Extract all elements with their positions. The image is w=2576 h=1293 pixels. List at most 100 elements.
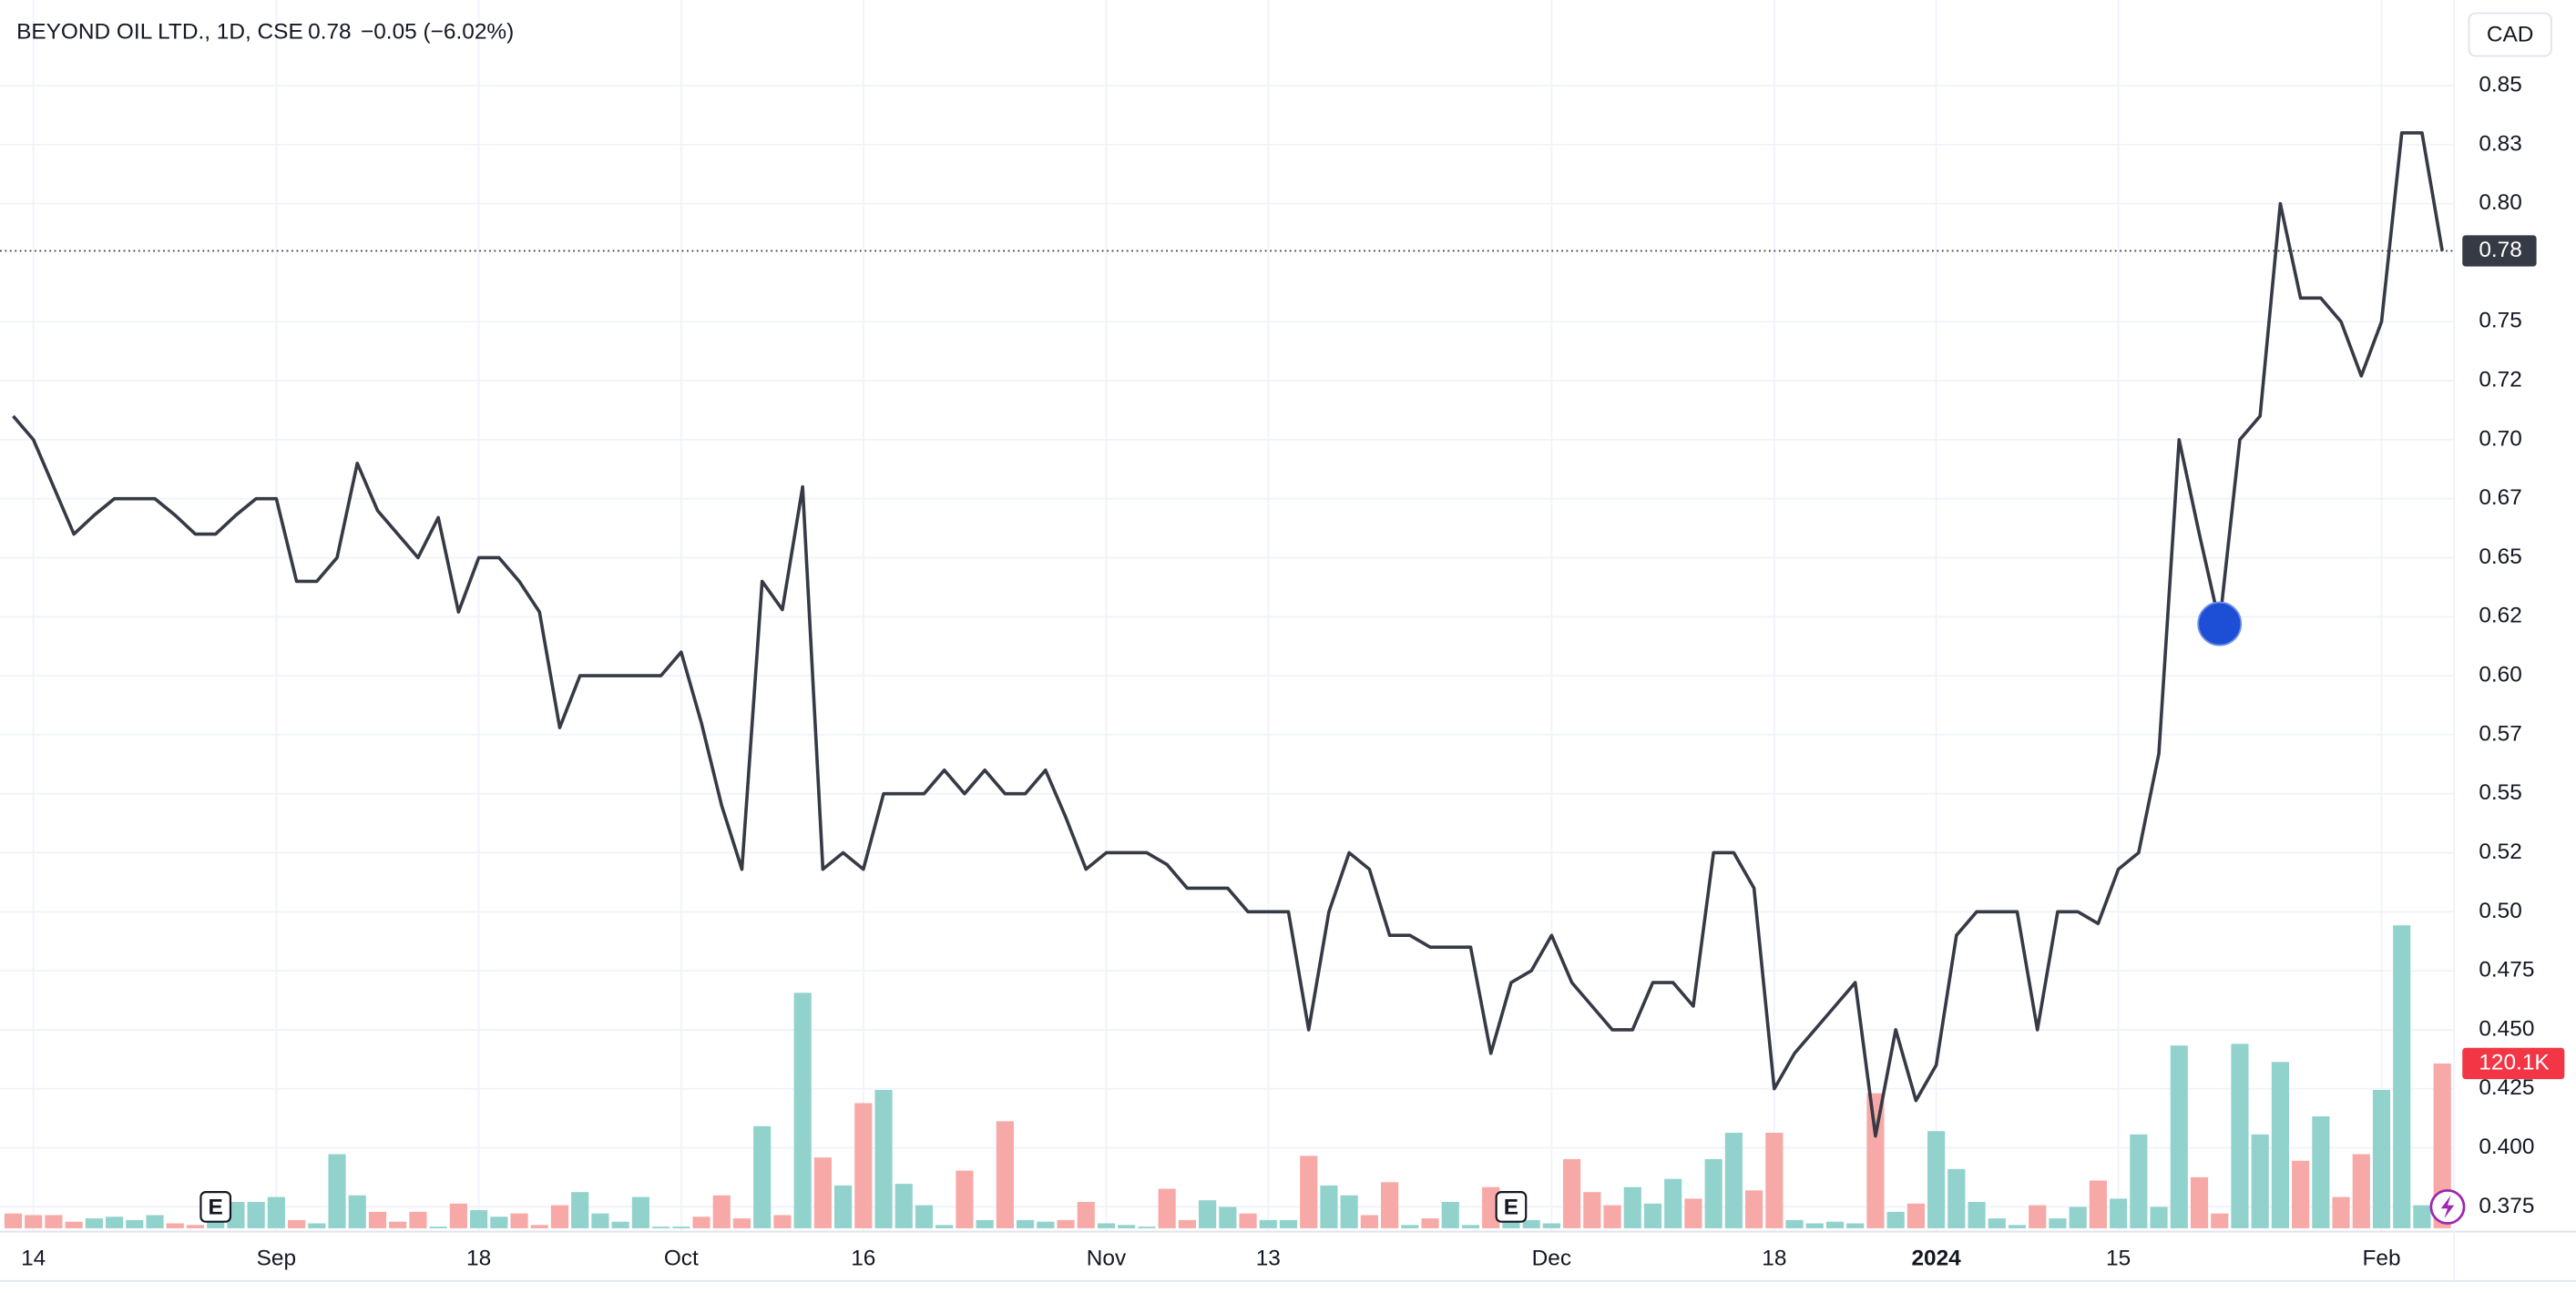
- y-tick-label: 0.52: [2479, 840, 2522, 864]
- header-change: −0.05 (−6.02%): [361, 20, 514, 45]
- volume-bar: [227, 1201, 245, 1228]
- y-tick-label: 0.57: [2479, 721, 2522, 746]
- volume-bar: [550, 1205, 569, 1228]
- volume-bar: [45, 1215, 63, 1228]
- volume-bar: [2413, 1205, 2431, 1228]
- volume-bar: [1279, 1219, 1298, 1228]
- volume-bar: [1563, 1158, 1581, 1228]
- y-tick-label: 0.62: [2479, 604, 2522, 628]
- volume-bar: [1765, 1133, 1784, 1228]
- x-tick-label: 14: [21, 1247, 46, 1271]
- volume-bar: [793, 993, 812, 1228]
- volume-bar: [4, 1213, 23, 1228]
- volume-bar: [328, 1154, 346, 1228]
- y-tick-label: 0.375: [2479, 1194, 2534, 1218]
- volume-bar: [166, 1223, 184, 1228]
- volume-bar: [1441, 1201, 1459, 1228]
- volume-bar: [2089, 1180, 2107, 1228]
- last-price-box: [2462, 235, 2537, 267]
- volume-bar: [956, 1170, 974, 1228]
- volume-bar: [571, 1192, 589, 1228]
- volume-bar: [1825, 1221, 1845, 1228]
- lightning-icon[interactable]: [2429, 1188, 2466, 1225]
- volume-bar: [186, 1225, 205, 1228]
- volume-bar: [976, 1219, 994, 1228]
- volume-bar: [2008, 1225, 2027, 1228]
- y-tick-label: 0.425: [2479, 1075, 2534, 1100]
- volume-bar: [672, 1227, 690, 1228]
- price-line: [12, 131, 2444, 1138]
- volume-bar: [1219, 1206, 1237, 1228]
- volume-bar: [1522, 1219, 1540, 1228]
- volume-bar: [2332, 1196, 2350, 1228]
- volume-bar: [1947, 1168, 1966, 1228]
- y-tick-label: 0.70: [2479, 426, 2522, 451]
- volume-bar: [287, 1219, 306, 1228]
- volume-label: 120.1K: [2479, 1050, 2549, 1074]
- x-tick-label: 16: [851, 1247, 875, 1271]
- volume-bar: [530, 1225, 548, 1228]
- volume-bar: [1886, 1211, 1905, 1228]
- x-tick-label: 15: [2106, 1247, 2131, 1271]
- volume-bar: [1583, 1192, 1601, 1228]
- volume-bar: [1340, 1195, 1358, 1228]
- volume-bar: [1360, 1215, 1378, 1228]
- y-tick-label: 0.50: [2479, 899, 2522, 923]
- highlight-marker: [2197, 601, 2243, 646]
- volume-bar: [1199, 1200, 1217, 1228]
- volume-bar: [2211, 1213, 2229, 1228]
- volume-bar: [1927, 1131, 1946, 1228]
- volume-bar: [773, 1215, 792, 1228]
- chart-title: BEYOND OIL LTD., 1D, CSE: [16, 20, 303, 45]
- currency[interactable]: CAD: [2487, 22, 2534, 46]
- y-tick-label: 0.450: [2479, 1016, 2534, 1041]
- volume-bar: [1664, 1178, 1682, 1228]
- volume-bar: [1017, 1219, 1035, 1228]
- volume-bar: [1401, 1225, 1419, 1228]
- volume-bar: [126, 1219, 144, 1228]
- volume-bar: [1381, 1182, 1399, 1228]
- volume-bar: [2069, 1206, 2087, 1228]
- volume-bar: [1259, 1219, 1277, 1228]
- volume-bar: [1745, 1190, 1763, 1228]
- y-tick-label: 0.67: [2479, 485, 2522, 510]
- x-tick-label: Oct: [664, 1247, 699, 1271]
- volume-bar: [2150, 1206, 2168, 1228]
- volume-bar: [935, 1225, 954, 1228]
- volume-bar: [1421, 1218, 1439, 1228]
- volume-bar: [1988, 1218, 2006, 1228]
- volume-bar: [368, 1211, 387, 1228]
- x-tick-label: Feb: [2362, 1247, 2400, 1271]
- volume-bar: [2251, 1134, 2269, 1228]
- header-price: 0.78: [308, 20, 352, 45]
- volume-bar: [1118, 1225, 1136, 1228]
- volume-bar: [611, 1221, 629, 1228]
- volume-bar: [1037, 1221, 1055, 1228]
- volume-bar: [2372, 1090, 2391, 1228]
- volume-bar: [2352, 1154, 2370, 1228]
- icon-bolt[interactable]: [2440, 1195, 2455, 1219]
- volume-bar: [2271, 1062, 2289, 1228]
- volume-bar: [813, 1157, 832, 1228]
- volume-bar: [874, 1090, 893, 1228]
- volume-bar: [996, 1121, 1014, 1228]
- volume-bar: [1300, 1156, 1318, 1228]
- y-tick-label: 0.83: [2479, 131, 2522, 156]
- volume-bar: [1057, 1219, 1075, 1228]
- volume-bar: [1461, 1225, 1480, 1228]
- volume-bar: [1077, 1201, 1095, 1228]
- volume-bar: [1239, 1213, 1257, 1228]
- volume-bar: [1968, 1201, 1986, 1228]
- last-price-label: 0.78: [2479, 238, 2522, 262]
- volume-bar: [389, 1221, 407, 1228]
- volume-bar: [753, 1125, 772, 1228]
- volume-bar: [1138, 1227, 1156, 1228]
- currency-box[interactable]: [2468, 12, 2552, 57]
- volume-bar: [692, 1217, 710, 1228]
- volume-bar: [2292, 1160, 2310, 1228]
- volume-bar: [2312, 1115, 2330, 1228]
- volume-bar: [470, 1210, 488, 1228]
